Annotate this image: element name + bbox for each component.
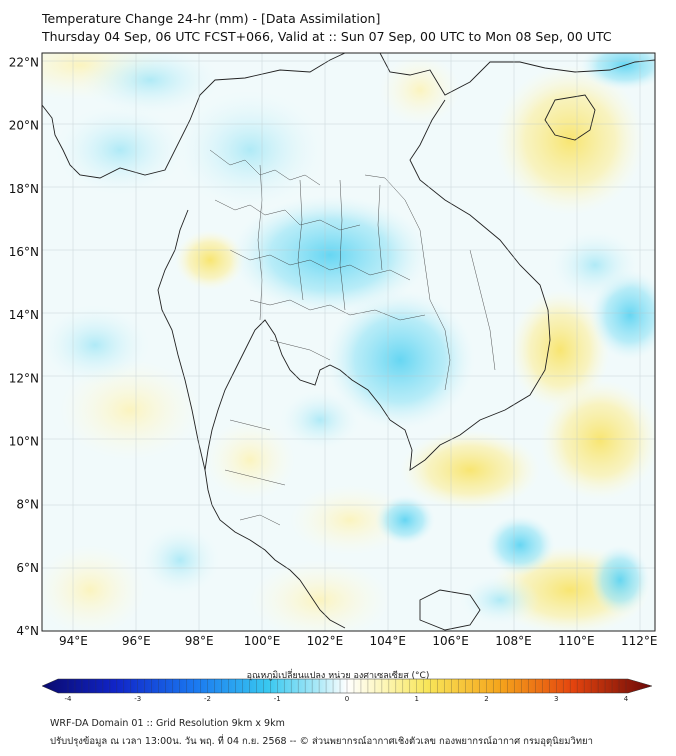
lat-tick-label: 12°N <box>9 371 39 385</box>
lat-tick-label: 6°N <box>16 561 39 575</box>
colorbar-tick-label: -3 <box>134 695 141 703</box>
lat-tick-label: 8°N <box>16 498 39 512</box>
colorbar-label: อุณหภูมิเปลี่ยนแปลง หน่วย องศาเซลเซียส (… <box>246 671 430 681</box>
lat-tick-label: 20°N <box>9 119 39 133</box>
chart-title-line-1: Temperature Change 24-hr (mm) - [Data As… <box>42 11 381 26</box>
lon-tick-label: 108°E <box>495 634 532 648</box>
colorbar-tick-label: -1 <box>274 695 281 703</box>
lat-tick-label: 22°N <box>9 55 39 69</box>
chart-title-line-2: Thursday 04 Sep, 06 UTC FCST+066, Valid … <box>42 29 612 44</box>
colorbar-tick-label: 2 <box>484 695 488 703</box>
colorbar-tick-label: 1 <box>415 695 419 703</box>
lon-tick-label: 112°E <box>621 634 658 648</box>
lat-tick-label: 14°N <box>9 308 39 322</box>
temperature-field <box>42 53 655 631</box>
colorbar-tick-label: 4 <box>624 695 629 703</box>
longitude-labels: 94°E 96°E 98°E 100°E 102°E 104°E 106°E 108°E 110… <box>59 634 658 648</box>
colorbar-tick-label: -4 <box>65 695 73 703</box>
lat-tick-label: 4°N <box>16 624 39 638</box>
lat-tick-label: 18°N <box>9 182 39 196</box>
lon-tick-label: 104°E <box>370 634 407 648</box>
colorbar-tick-label: 3 <box>554 695 558 703</box>
coastline-outline <box>42 53 655 631</box>
footer-credits: ปรับปรุงข้อมูล ณ เวลา 13:00น. วัน พฤ. ที… <box>50 736 593 747</box>
lon-tick-label: 94°E <box>59 634 88 648</box>
lon-tick-label: 110°E <box>558 634 595 648</box>
latitude-labels: 22°N 20°N 18°N 16°N 14°N 12°N 10°N 8°N 6°N 4°N <box>9 55 39 638</box>
plot-border <box>41 52 656 632</box>
lat-tick-label: 16°N <box>9 245 39 259</box>
footer-model-info: WRF-DA Domain 01 :: Grid Resolution 9km … <box>50 718 285 729</box>
lon-tick-label: 102°E <box>307 634 344 648</box>
colorbar-tick-label: -2 <box>204 695 211 703</box>
lon-tick-label: 96°E <box>122 634 151 648</box>
lon-tick-label: 98°E <box>185 634 214 648</box>
colorbar-tick-label: 0 <box>345 695 349 703</box>
lat-tick-label: 10°N <box>9 434 39 448</box>
graticule <box>42 53 655 631</box>
province-borders <box>209 149 496 526</box>
colorbar-tick-labels: -4 -3 -2 -1 0 1 2 3 4 <box>65 695 629 703</box>
lon-tick-label: 106°E <box>432 634 469 648</box>
colorbar-minor-ticks <box>67 679 627 693</box>
lon-tick-label: 100°E <box>244 634 281 648</box>
